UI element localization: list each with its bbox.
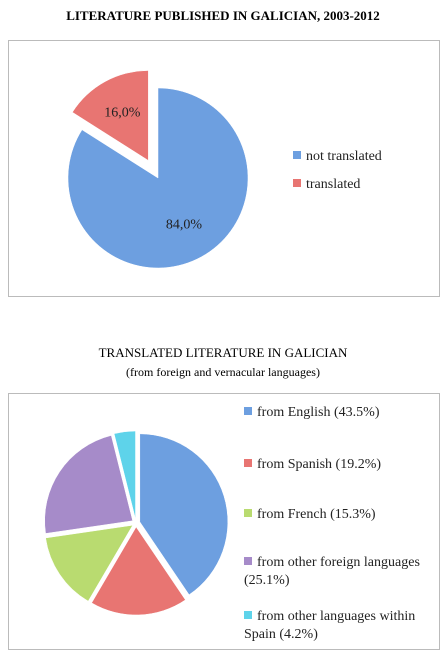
legend-label: from English (43.5%): [257, 405, 380, 420]
legend-entry: from French (15.3%): [244, 506, 424, 524]
legend-entry: not translated: [293, 148, 433, 166]
pie-slice: [67, 87, 249, 269]
chart-subtitle: (from foreign and vernacular languages): [126, 365, 320, 379]
legend: not translated translated: [293, 148, 433, 198]
chart-title: TRANSLATED LITERATURE IN GALICIAN: [99, 345, 348, 360]
data-label: 16,0%: [104, 105, 141, 120]
legend-label: from Spanish (19.2%): [257, 457, 382, 472]
legend: from English (43.5%) from Spanish (19.2%)…: [244, 404, 434, 644]
pie-slice: [44, 435, 133, 534]
legend-entry: from Spanish (19.2%): [244, 456, 424, 474]
legend-swatch: [244, 611, 252, 619]
pie-slice: [72, 70, 149, 161]
legend-label: from other languages within Spain (4.2%): [244, 609, 416, 642]
legend-swatch: [244, 557, 252, 565]
legend-entry: from English (43.5%): [244, 404, 424, 422]
data-label: 84,0%: [166, 218, 203, 233]
legend-label: translated: [306, 177, 361, 192]
legend-label: not translated: [306, 149, 382, 164]
pie-slice: [113, 430, 136, 520]
legend-swatch: [244, 509, 252, 517]
legend-swatch: [293, 179, 301, 187]
chart-title: LITERATURE PUBLISHED IN GALICIAN, 2003-2…: [66, 8, 380, 23]
pie-slice: [139, 433, 229, 596]
legend-label: from other foreign languages (25.1%): [244, 555, 420, 588]
legend-swatch: [244, 407, 252, 415]
legend-label: from French (15.3%): [257, 507, 376, 522]
legend-entry: from other foreign languages (25.1%): [244, 554, 424, 590]
legend-entry: translated: [293, 176, 433, 194]
legend-swatch: [244, 459, 252, 467]
pie-slice: [45, 524, 134, 602]
legend-swatch: [293, 151, 301, 159]
pie-slice: [91, 526, 186, 616]
legend-entry: from other languages within Spain (4.2%): [244, 608, 424, 644]
